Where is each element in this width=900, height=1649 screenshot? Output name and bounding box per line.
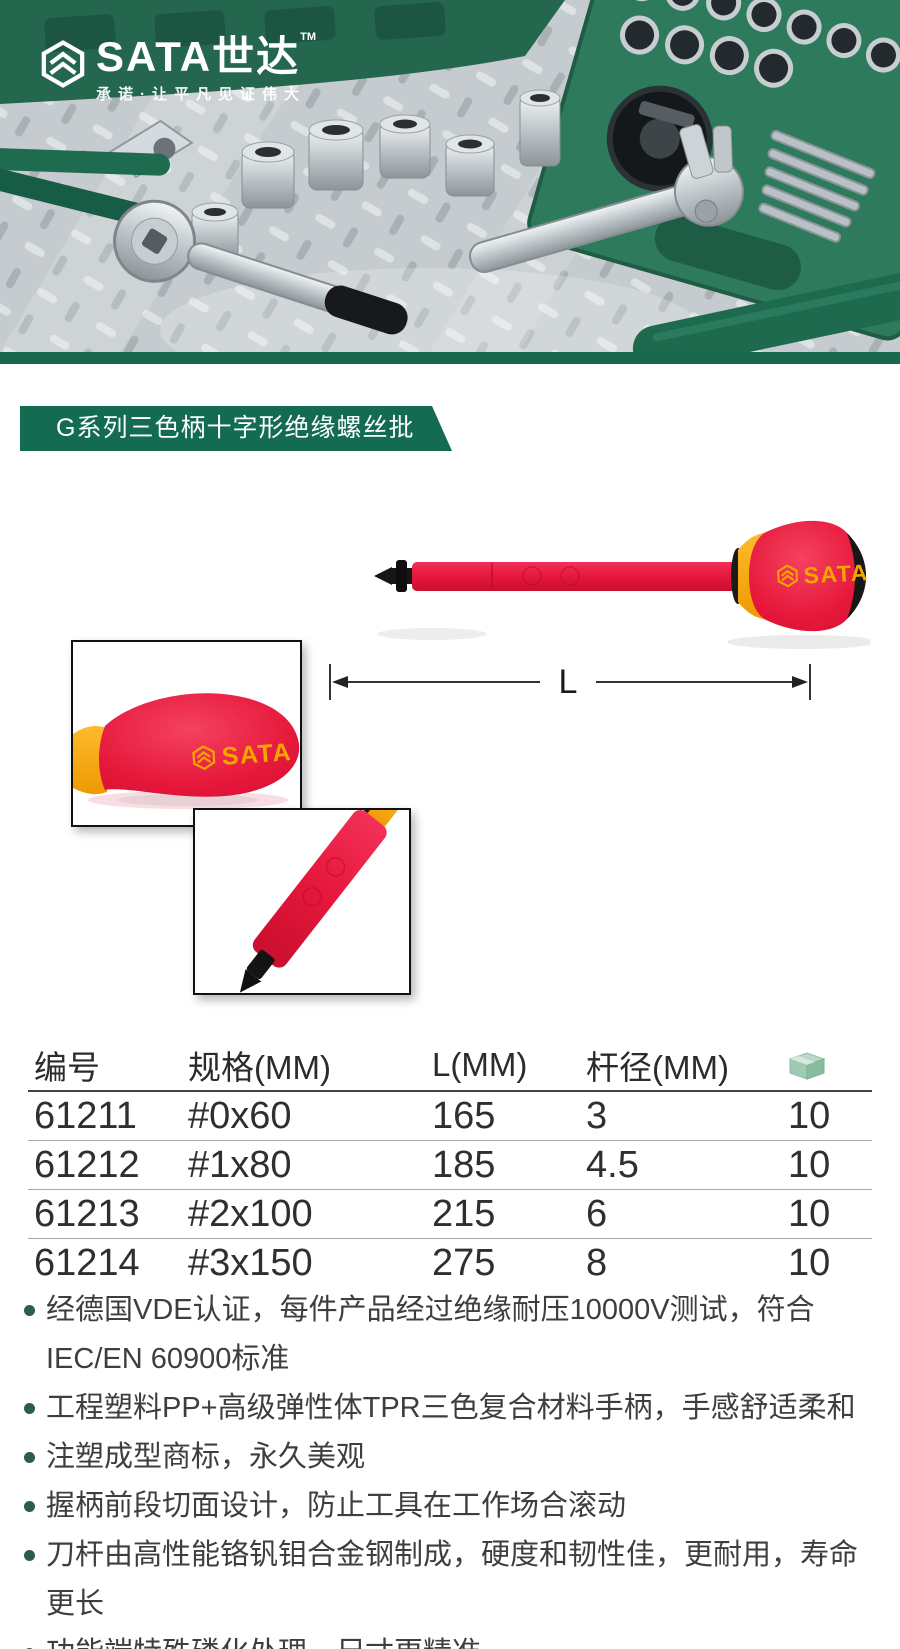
bullet-dot-icon (24, 1501, 35, 1512)
feature-item: 注塑成型商标，永久美观 (24, 1433, 872, 1482)
dimension-label: L (559, 663, 578, 701)
brand-logo: SATA世达TM 承诺·让平凡见证伟大 (40, 32, 316, 103)
series-title: G系列三色柄十字形绝缘螺丝批 (56, 414, 415, 442)
cell-pack: 10 (788, 1241, 831, 1284)
cell-size: #2x100 (188, 1192, 313, 1235)
wrench-graphic (469, 124, 744, 273)
handle-logo-text: SATA (803, 559, 869, 588)
hero-photo: SATA世达TM 承诺·让平凡见证伟大 (0, 0, 900, 352)
spec-table-header: 编号 规格(MM) L(MM) 杆径(MM) (28, 1040, 872, 1092)
cell-code: 61211 (34, 1094, 137, 1137)
feature-text: 工程塑料PP+高级弹性体TPR三色复合材料手柄，手感舒适柔和 (46, 1392, 856, 1424)
feature-item: 握柄前段切面设计，防止工具在工作场合滚动 (24, 1482, 872, 1531)
dimension-line: L (329, 663, 811, 701)
bullet-dot-icon (24, 1452, 35, 1463)
feature-item: 经德国VDE认证，每件产品经过绝缘耐压10000V测试，符合IEC/EN 609… (24, 1286, 872, 1384)
bullet-dot-icon (24, 1550, 35, 1561)
ratchet-graphic (113, 199, 408, 335)
handle-closeup-image: SATA (71, 640, 302, 827)
spec-row: 61213 #2x100 215 6 10 (28, 1190, 872, 1239)
socket-case-graphic (527, 0, 900, 341)
bullet-dot-icon (24, 1305, 35, 1316)
cell-size: #0x60 (188, 1094, 292, 1137)
product-figure: SATA L SATA (0, 460, 900, 1020)
sata-hexagon-icon (40, 40, 86, 88)
feature-item: 刀杆由高性能铬钒钼合金钢制成，硬度和韧性佳，更耐用，寿命更长 (24, 1531, 872, 1629)
col-header-shank: 杆径(MM) (586, 1049, 729, 1086)
feature-text: 经德国VDE认证，每件产品经过绝缘耐压10000V测试，符合IEC/EN 609… (46, 1294, 815, 1375)
cell-shank: 4.5 (586, 1143, 639, 1186)
feature-text: 握柄前段切面设计，防止工具在工作场合滚动 (46, 1490, 627, 1522)
cell-shank: 3 (586, 1094, 608, 1137)
pack-box-icon (788, 1052, 826, 1080)
pliers-graphic (0, 119, 194, 231)
cell-length: 165 (432, 1094, 496, 1137)
cell-length: 185 (432, 1143, 496, 1186)
cell-pack: 10 (788, 1192, 831, 1235)
screwdriver-image: SATA (374, 520, 870, 649)
hex-keys-graphic (758, 129, 876, 243)
col-header-code: 编号 (34, 1049, 100, 1086)
feature-item: 功能端特殊磷化处理，尺寸更精准 (24, 1629, 872, 1649)
spec-table: 编号 规格(MM) L(MM) 杆径(MM) 61211 #0x60 165 3… (28, 1040, 872, 1287)
feature-item: 工程塑料PP+高级弹性体TPR三色复合材料手柄，手感舒适柔和 (24, 1384, 872, 1433)
cell-pack: 10 (788, 1143, 831, 1186)
col-header-size: 规格(MM) (188, 1049, 331, 1086)
cell-length: 215 (432, 1192, 496, 1235)
cell-size: #1x80 (188, 1143, 292, 1186)
series-title-ribbon: G系列三色柄十字形绝缘螺丝批 (20, 406, 452, 451)
feature-text: 刀杆由高性能铬钒钼合金钢制成，硬度和韧性佳，更耐用，寿命更长 (46, 1539, 859, 1620)
handle-graphic (749, 520, 866, 632)
cell-shank: 6 (586, 1192, 608, 1235)
spec-row: 61214 #3x150 275 8 10 (28, 1239, 872, 1287)
tool-rack-graphic (0, 0, 565, 104)
collar-closeup-graphic (73, 726, 107, 795)
bullet-dot-icon (24, 1403, 35, 1414)
green-divider-bar (0, 352, 900, 364)
feature-text: 功能端特殊磷化处理，尺寸更精准 (46, 1637, 481, 1649)
col-header-length: L(MM) (432, 1046, 528, 1083)
phillips-tip-graphic (374, 560, 414, 592)
cell-length: 275 (432, 1241, 496, 1284)
feature-text: 注塑成型商标，永久美观 (46, 1441, 366, 1473)
cell-code: 61214 (34, 1241, 140, 1284)
hero-photo-graphic (0, 0, 900, 352)
insulated-shaft-graphic (412, 562, 738, 591)
shaft-graphic (252, 809, 387, 968)
trademark-mark: TM (300, 31, 316, 43)
cell-code: 61212 (34, 1143, 140, 1186)
spec-row: 61211 #0x60 165 3 10 (28, 1092, 872, 1141)
handle-closeup-graphic (99, 693, 300, 797)
tip-closeup-graphic (239, 969, 262, 993)
cell-pack: 10 (788, 1094, 831, 1137)
cell-shank: 8 (586, 1241, 608, 1284)
brand-tagline: 承诺·让平凡见证伟大 (96, 86, 306, 103)
cell-size: #3x150 (188, 1241, 313, 1284)
feature-list: 经德国VDE认证，每件产品经过绝缘耐压10000V测试，符合IEC/EN 609… (24, 1286, 872, 1649)
spec-row: 61212 #1x80 185 4.5 10 (28, 1141, 872, 1190)
brand-name: SATA世达 (96, 33, 301, 80)
cell-code: 61213 (34, 1192, 140, 1235)
shaft-closeup-image (193, 774, 411, 995)
inset-handle-logo-text: SATA (221, 738, 293, 771)
